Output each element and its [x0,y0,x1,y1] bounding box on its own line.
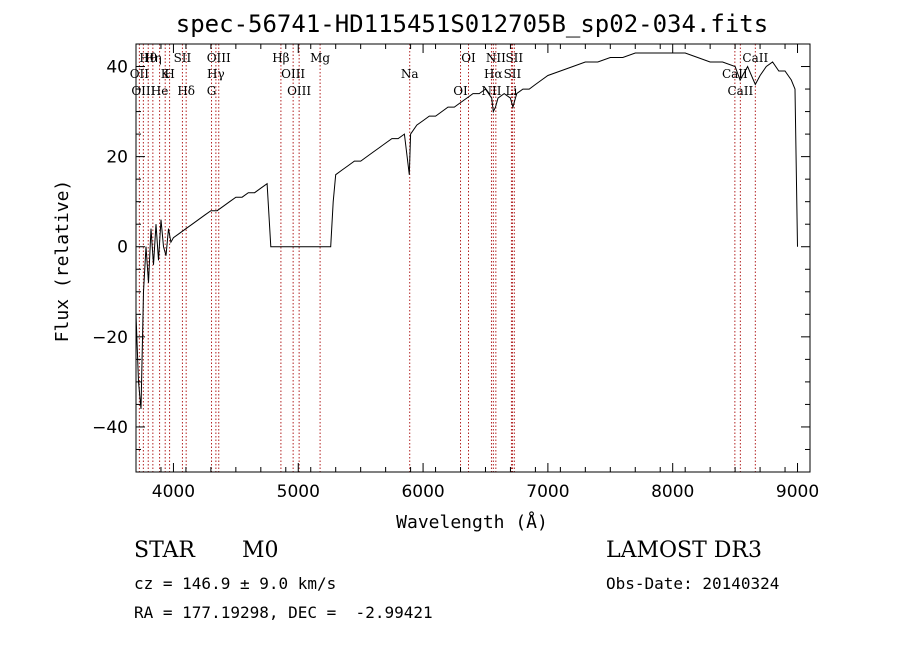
emission-line-label: Na [401,67,419,81]
spectrum-series-line [135,52,798,409]
emission-line-label: OII [130,67,150,81]
x-tick-label: 4000 [152,482,195,502]
emission-line-label: Hδ [177,84,195,98]
object-class: STAR [134,538,195,563]
emission-line-label: OIII [281,67,305,81]
emission-line-label: CaII [722,67,748,81]
emission-line-label: Hα [484,67,503,81]
emission-line-label: Li [506,84,518,98]
emission-line-label: SII [505,51,523,65]
x-tick-label: 6000 [401,482,444,502]
emission-line-label: Hβ [272,51,289,65]
y-tick-label: −40 [92,418,128,438]
sky-coordinates: RA = 177.19298, DEC = -2.99421 [134,603,433,622]
chart-title: spec-56741-HD115451S012705B_sp02-034.fit… [176,10,768,38]
y-tick-label: 40 [106,58,128,78]
emission-line-markers [138,44,756,472]
emission-line-label: OIII [207,51,231,65]
plot-frame [135,43,811,473]
emission-line-label: OIII [287,84,311,98]
emission-line-label: Hθ [139,51,157,65]
y-tick-label: 0 [117,238,128,258]
emission-line-label: He [151,84,169,98]
emission-line-label: OI [461,51,476,65]
emission-line-label: OIII [131,84,155,98]
y-axis-ticks: −40 −20 0 20 40 [92,43,810,473]
emission-line-label: OI [453,84,468,98]
emission-line-label: K [161,67,171,81]
emission-line-label: G [207,84,217,98]
emission-line-label: CaII [742,51,768,65]
emission-line-label: NII [486,51,506,65]
y-tick-label: 20 [106,148,128,168]
x-tick-label: 9000 [776,482,819,502]
observation-date: Obs-Date: 20140324 [606,574,780,593]
x-axis-label: Wavelength (Å) [396,511,548,533]
x-tick-label: 8000 [651,482,694,502]
object-subclass: M0 [242,538,279,563]
y-tick-label: −20 [92,328,128,348]
y-axis-label: Flux (relative) [52,180,73,343]
emission-line-label: CaII [727,84,753,98]
x-tick-label: 5000 [277,482,320,502]
emission-line-label: SII [174,51,192,65]
redshift-velocity: cz = 146.9 ± 9.0 km/s [134,574,337,593]
x-tick-label: 7000 [526,482,569,502]
emission-line-label: NII [481,84,501,98]
emission-line-label: Hγ [207,67,225,81]
x-axis-ticks: 4000 5000 6000 7000 8000 9000 [135,44,819,502]
emission-line-labels: HθOIIOIIIHηKHeSIIHHδOIIIHγGHβOIIIOIIIMgN… [130,51,769,98]
emission-line-label: H [164,67,174,81]
emission-line-label: Hη [144,51,162,65]
survey-name: LAMOST DR3 [606,538,762,563]
emission-line-label: Mg [310,51,330,65]
emission-line-label: SII [504,67,522,81]
